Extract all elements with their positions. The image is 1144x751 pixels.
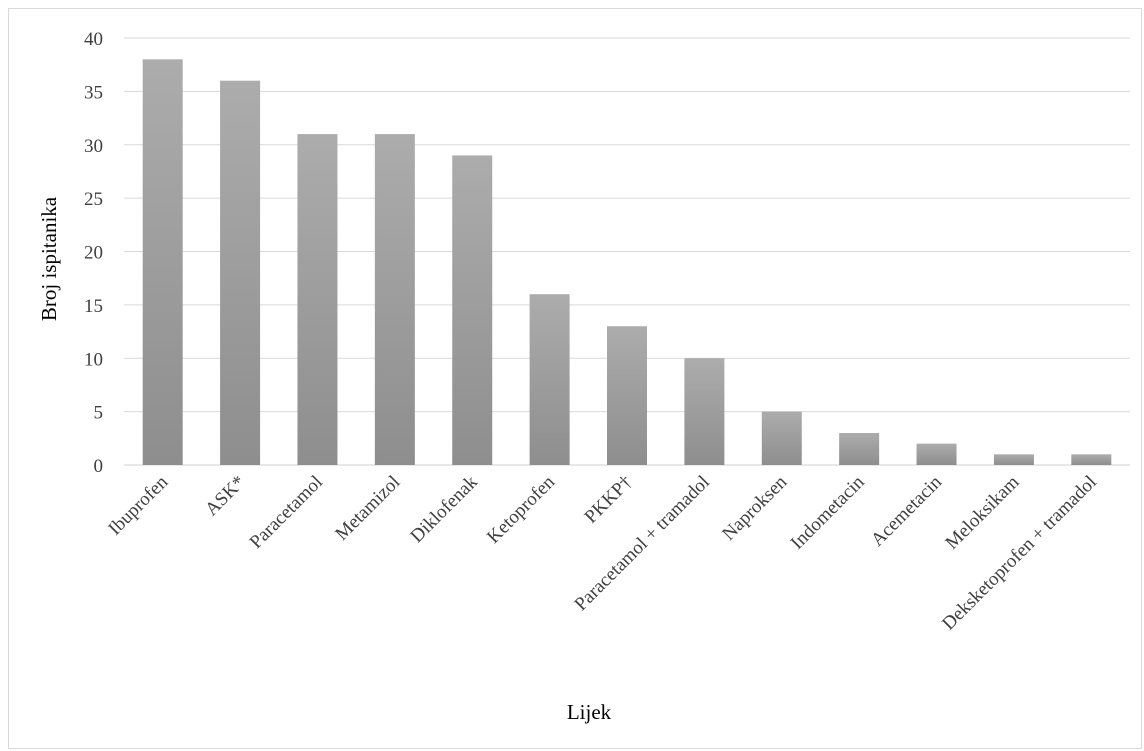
bar [993, 454, 1034, 465]
x-tick-label: ASK* [201, 472, 249, 520]
y-tick-label: 15 [84, 296, 103, 317]
bar [529, 294, 570, 465]
chart-frame [8, 8, 1142, 749]
gridlines [124, 37, 1130, 466]
y-tick-labels: 0 5 10 15 20 25 30 35 40 [84, 29, 103, 477]
x-tick-label: Ketoprofen [483, 471, 559, 547]
x-tick-label: Naproksen [718, 471, 791, 544]
bar [1071, 454, 1112, 465]
y-tick-label: 0 [94, 456, 104, 477]
bar [374, 134, 415, 465]
x-tick-label: Deksketoprofen + tramadol [938, 472, 1101, 635]
bar [916, 443, 957, 465]
x-tick-label: Metamizol [331, 472, 404, 545]
x-tick-label: Ibuprofen [104, 471, 172, 539]
y-tick-label: 25 [84, 189, 103, 210]
x-tick-label: Diklofenak [406, 471, 482, 547]
bar [142, 59, 183, 465]
x-tick-labels: Ibuprofen ASK*Paracetamol Metamizol Diklofe… [104, 471, 1100, 634]
bars [142, 59, 1112, 466]
y-tick-label: 5 [94, 403, 104, 424]
bar [607, 326, 647, 465]
y-tick-label: 40 [84, 29, 103, 50]
bar [839, 432, 880, 465]
y-tick-label: 20 [84, 243, 103, 264]
x-tick-label: Paracetamol [246, 472, 327, 553]
x-tick-label: Meloksikam [941, 472, 1023, 554]
bar [297, 134, 338, 465]
y-tick-label: 30 [84, 136, 103, 157]
bar [761, 411, 802, 465]
x-tick-label: PKKP† [581, 472, 637, 528]
x-tick-label: Paracetamol + tramadol [571, 472, 714, 615]
bar [220, 80, 261, 465]
y-tick-label: 35 [84, 82, 103, 103]
x-axis-title: Lijek [567, 700, 612, 724]
x-tick-label: Acemetacin [867, 471, 946, 550]
bar [684, 358, 725, 465]
x-tick-label: Indometacin [787, 471, 869, 553]
bar [452, 155, 493, 466]
y-axis-title: Broj ispitanika [37, 196, 61, 321]
y-tick-label: 10 [84, 349, 103, 370]
